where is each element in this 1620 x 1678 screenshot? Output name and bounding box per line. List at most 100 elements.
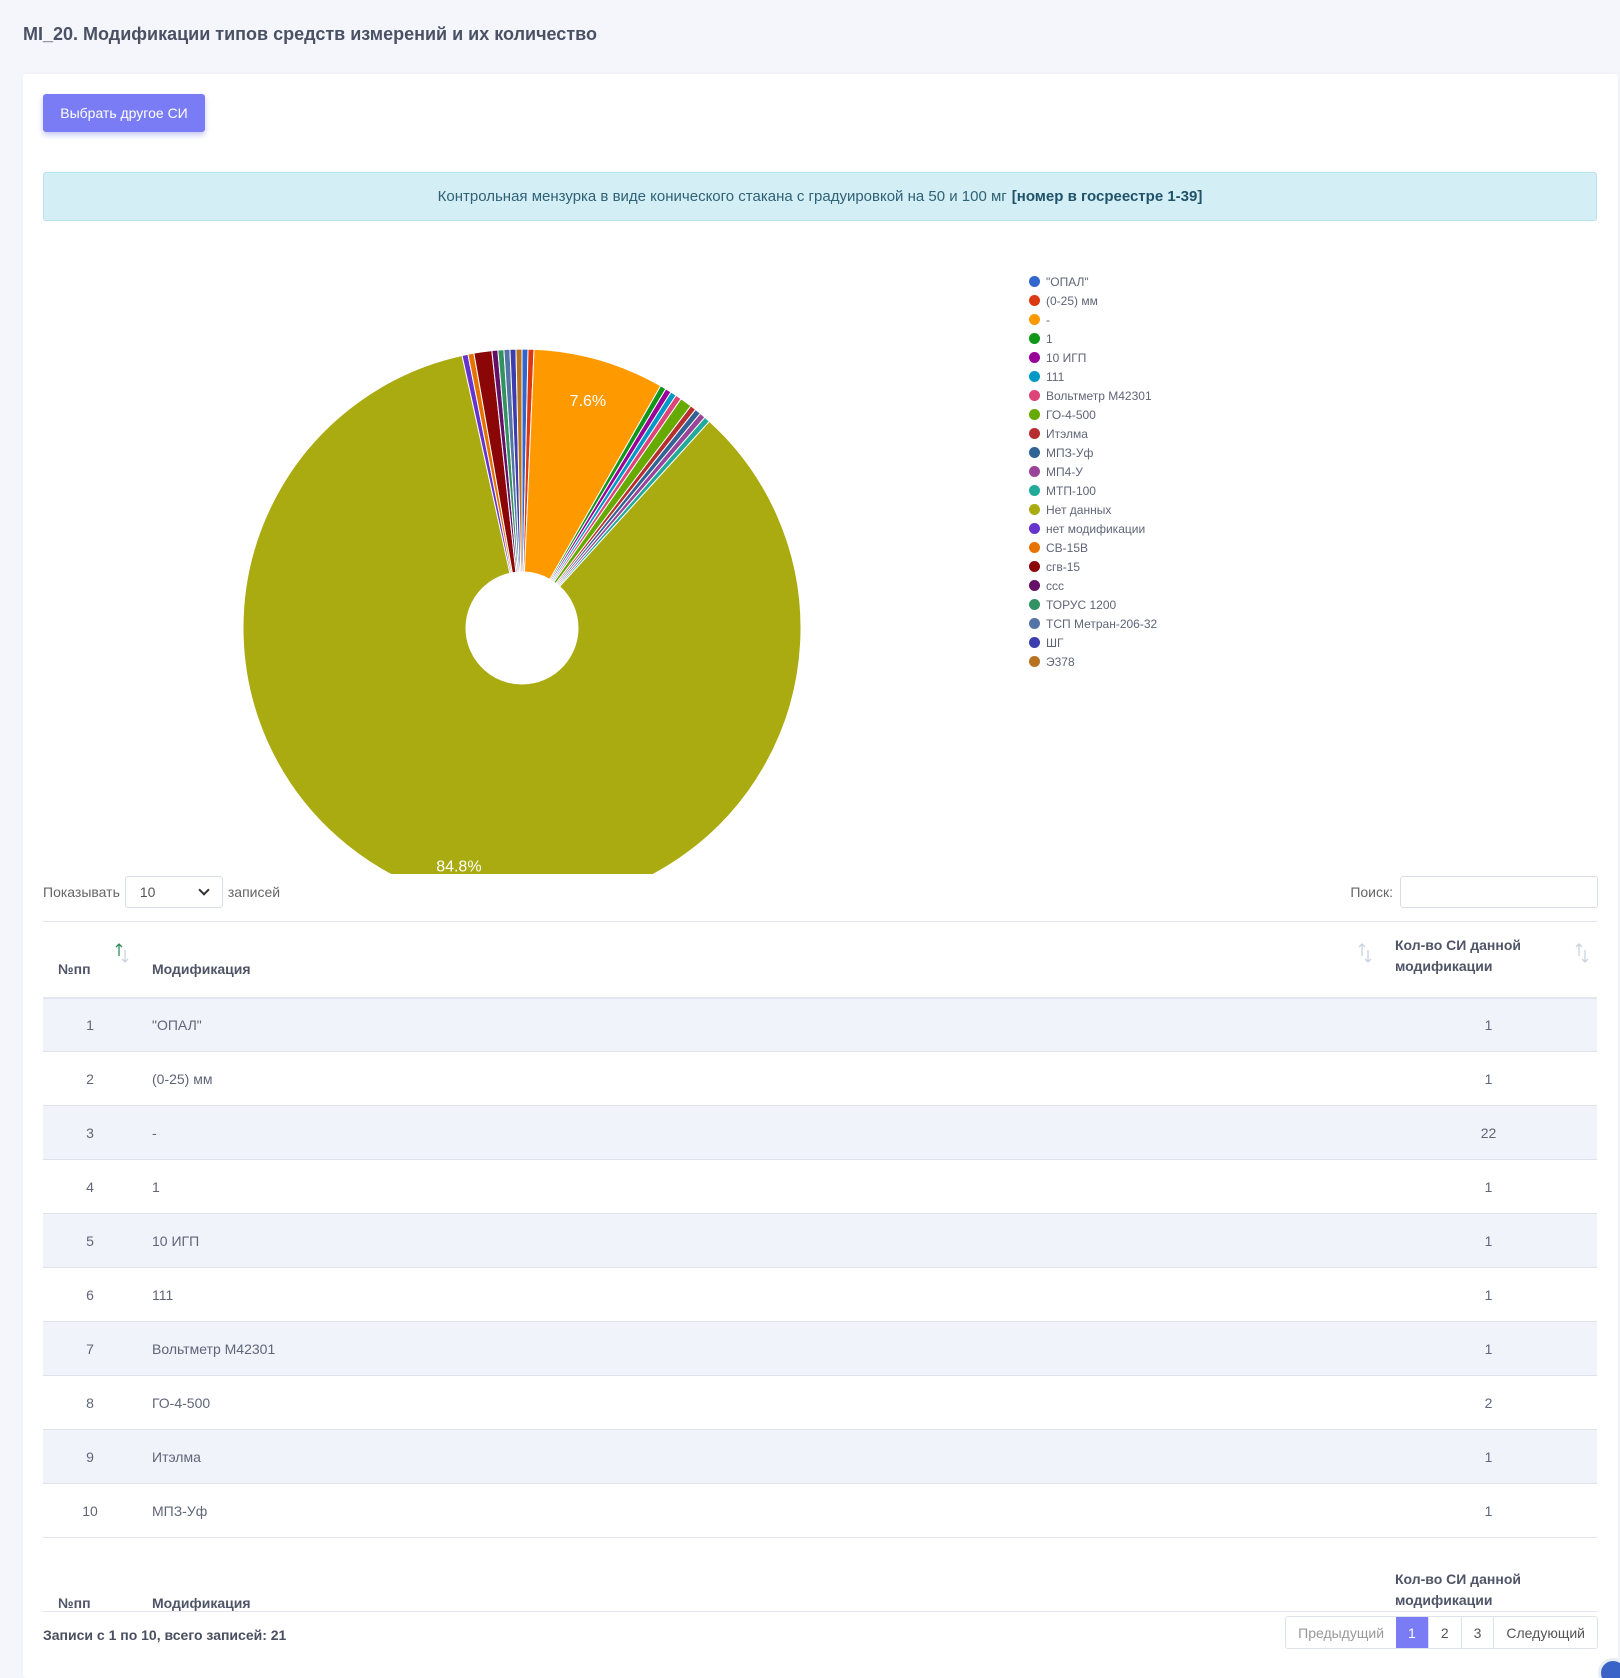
legend-label: -	[1046, 312, 1050, 327]
legend-label: "ОПАЛ"	[1046, 274, 1089, 289]
pie-slice[interactable]	[523, 348, 662, 581]
legend-label: ТОРУС 1200	[1046, 597, 1117, 612]
cell-count: 22	[1380, 1105, 1597, 1160]
legend-item[interactable]: 1	[1029, 329, 1157, 348]
legend-label: СВ-15В	[1046, 540, 1089, 555]
legend-item[interactable]: ТОРУС 1200	[1029, 595, 1157, 614]
legend-label: Итэлма	[1046, 426, 1088, 441]
pagination-page-1[interactable]: 1	[1396, 1617, 1428, 1648]
footer-count: Кол-во СИ данной модификации	[1380, 1537, 1597, 1612]
table-row: 8 ГО-4-500 2	[43, 1375, 1597, 1430]
pagination-page-3[interactable]: 3	[1460, 1617, 1494, 1648]
cell-num: 1	[43, 997, 137, 1052]
pagination-page-2[interactable]: 2	[1427, 1617, 1461, 1648]
cell-modification: -	[137, 1105, 1380, 1160]
pie-slice[interactable]	[242, 354, 802, 874]
scroll-top-icon[interactable]	[1598, 1658, 1620, 1678]
legend-swatch	[1029, 637, 1040, 648]
legend-item[interactable]: "ОПАЛ"	[1029, 272, 1157, 291]
cell-count: 1	[1380, 1213, 1597, 1268]
legend-swatch	[1029, 656, 1040, 667]
legend-label: (0-25) мм	[1046, 293, 1098, 308]
legend-swatch	[1029, 561, 1040, 572]
legend-item[interactable]: МТП-100	[1029, 481, 1157, 500]
legend-item[interactable]: ШГ	[1029, 633, 1157, 652]
cell-modification: Вольтметр М42301	[137, 1321, 1380, 1376]
legend-item[interactable]: Итэлма	[1029, 424, 1157, 443]
cell-num: 6	[43, 1267, 137, 1322]
pagination-next[interactable]: Следующий	[1493, 1617, 1597, 1648]
show-label: Показывать	[43, 884, 120, 900]
slice-label: 84.8%	[436, 858, 481, 874]
table-row: 2 (0-25) мм 1	[43, 1051, 1597, 1106]
select-other-si-button[interactable]: Выбрать другое СИ	[43, 94, 205, 132]
legend-item[interactable]: ТСП Метран-206-32	[1029, 614, 1157, 633]
legend-swatch	[1029, 618, 1040, 629]
pie-slice[interactable]	[515, 348, 523, 573]
page-length-select[interactable]: 10	[124, 876, 223, 908]
page-title: MI_20. Модификации типов средств измерен…	[23, 24, 597, 44]
cell-num: 10	[43, 1483, 137, 1538]
cell-num: 4	[43, 1159, 137, 1214]
legend-label: ссс	[1046, 578, 1064, 593]
cell-count: 1	[1380, 1483, 1597, 1538]
entries-label: записей	[227, 884, 281, 900]
legend-swatch	[1029, 314, 1040, 325]
chevron-down-icon	[198, 884, 210, 896]
legend-item[interactable]: 111	[1029, 367, 1157, 386]
legend-label: МТП-100	[1046, 483, 1096, 498]
pagination-prev[interactable]: Предыдущий	[1286, 1617, 1397, 1648]
legend-swatch	[1029, 428, 1040, 439]
pagination: Предыдущий 1 2 3 Следующий	[1285, 1616, 1598, 1649]
legend-item[interactable]: 10 ИГП	[1029, 348, 1157, 367]
cell-num: 2	[43, 1051, 137, 1106]
legend-item[interactable]: нет модификации	[1029, 519, 1157, 538]
legend-swatch	[1029, 333, 1040, 344]
legend-swatch	[1029, 599, 1040, 610]
legend-label: 1	[1046, 331, 1053, 346]
legend-item[interactable]: (0-25) мм	[1029, 291, 1157, 310]
legend-swatch	[1029, 352, 1040, 363]
legend-item[interactable]: МПЗ-Уф	[1029, 443, 1157, 462]
header-num-label: №пп	[58, 960, 91, 977]
legend-item[interactable]: ГО-4-500	[1029, 405, 1157, 424]
table-row: 9 Итэлма 1	[43, 1429, 1597, 1484]
cell-num: 8	[43, 1375, 137, 1430]
header-count[interactable]: Кол-во СИ данной модификации	[1380, 921, 1597, 999]
cell-modification: 1	[137, 1159, 1380, 1214]
legend-item[interactable]: Нет данных	[1029, 500, 1157, 519]
cell-count: 1	[1380, 997, 1597, 1052]
pie-chart: 7.6% 84.8%	[242, 348, 802, 874]
search-label: Поиск:	[1350, 884, 1393, 900]
legend-item[interactable]: МП4-У	[1029, 462, 1157, 481]
footer-num: №пп	[43, 1537, 137, 1612]
banner-text: Контрольная мензурка в виде конического …	[437, 188, 1007, 205]
header-modification[interactable]: Модификация	[137, 921, 1380, 999]
table-row: 1 "ОПАЛ" 1	[43, 997, 1597, 1052]
cell-num: 5	[43, 1213, 137, 1268]
table-row: 3-22	[43, 1105, 1597, 1160]
legend-swatch	[1029, 523, 1040, 534]
table-info: Записи с 1 по 10, всего записей: 21	[43, 1627, 287, 1643]
cell-modification: 10 ИГП	[137, 1213, 1380, 1268]
search-input[interactable]	[1400, 876, 1598, 908]
cell-num: 3	[43, 1105, 137, 1160]
legend-swatch	[1029, 390, 1040, 401]
legend-swatch	[1029, 466, 1040, 477]
cell-count: 1	[1380, 1051, 1597, 1106]
legend-item[interactable]: ссс	[1029, 576, 1157, 595]
header-num[interactable]: №пп	[43, 921, 137, 999]
legend-label: МП4-У	[1046, 464, 1083, 479]
legend-label: Нет данных	[1046, 502, 1112, 517]
legend-swatch	[1029, 447, 1040, 458]
legend-item[interactable]: -	[1029, 310, 1157, 329]
legend-label: нет модификации	[1046, 521, 1146, 536]
legend-item[interactable]: сгв-15	[1029, 557, 1157, 576]
table-row: 7 Вольтметр М42301 1	[43, 1321, 1597, 1376]
legend-item[interactable]: Вольтметр М42301	[1029, 386, 1157, 405]
legend-item[interactable]: СВ-15В	[1029, 538, 1157, 557]
sort-icon	[1358, 943, 1372, 963]
cell-modification: ГО-4-500	[137, 1375, 1380, 1430]
legend-label: МПЗ-Уф	[1046, 445, 1094, 460]
legend-item[interactable]: Э378	[1029, 652, 1157, 671]
